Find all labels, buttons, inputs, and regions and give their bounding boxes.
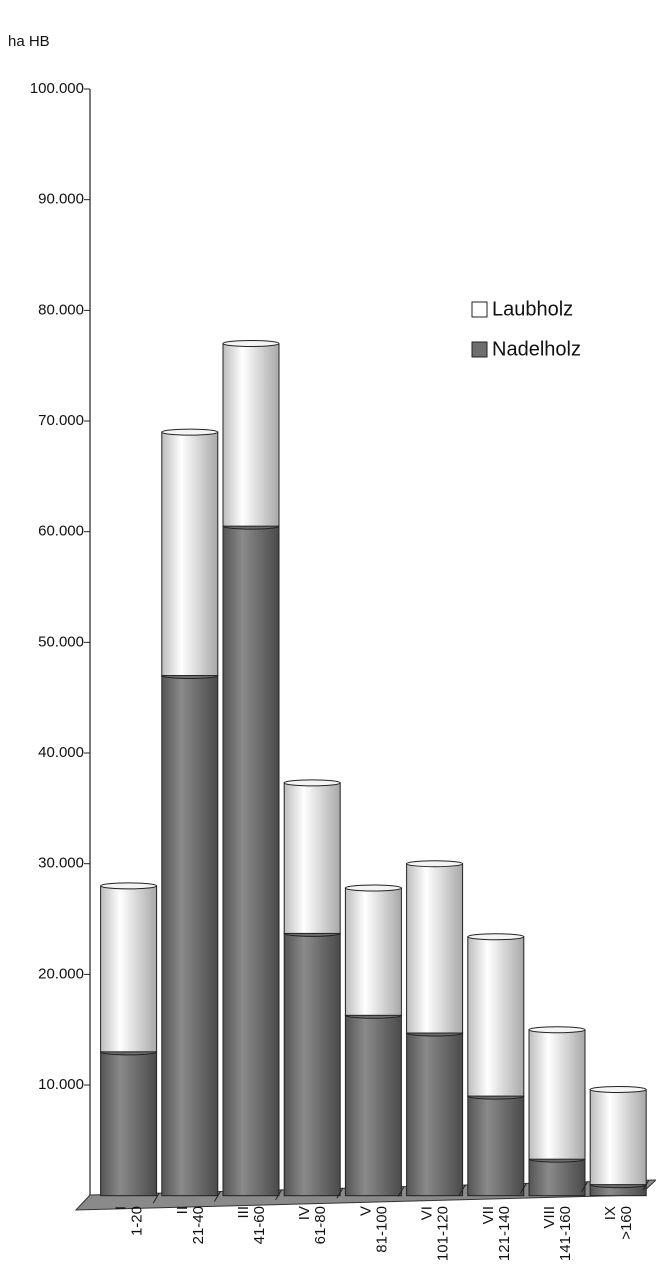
bar-segment [528,1029,586,1160]
bar-segment [100,885,158,1053]
y-tick-label: 10.000 [38,1076,84,1093]
x-tick-label: III [235,1206,252,1219]
x-tick-label: IV [296,1206,313,1220]
bar-segment [406,863,464,1034]
y-tick-label: 90.000 [38,191,84,208]
y-tick-label: 20.000 [38,965,84,982]
x-tick [152,1192,160,1204]
x-tick [275,1189,283,1201]
legend-label: Laubholz [492,298,573,320]
y-tick-label: 100.000 [30,80,84,97]
segment-edge [467,933,525,941]
bar-segment [161,431,219,677]
x-tick [336,1188,344,1199]
y-tick-label: 70.000 [38,412,84,429]
legend-swatch [471,341,488,358]
segment-edge [344,884,402,892]
bar-segment [283,932,341,1197]
x-tick-label: 101-120 [435,1206,452,1261]
bar-segment [467,936,525,1097]
x-tick-label: II [174,1206,191,1214]
y-tick-label: 30.000 [38,855,84,872]
legend-label: Nadelholz [492,338,581,360]
bar-segment [589,1088,647,1186]
y-axis-label: ha HB [8,33,50,50]
bar-segment [222,343,280,527]
x-tick-label: 41-60 [251,1206,268,1244]
x-tick-label: >160 [618,1206,635,1240]
y-tick-label: 80.000 [38,301,84,318]
x-tick [458,1184,466,1196]
x-tick [581,1181,589,1193]
x-tick [519,1183,527,1194]
bar-segment [222,525,280,1197]
segment-edge [589,1085,647,1093]
y-tick-label: 60.000 [38,523,84,540]
x-tick-label: VIII [541,1206,558,1229]
bar-segment [344,887,402,1016]
x-tick-label: VII [480,1206,497,1224]
segment-edge [406,860,464,868]
segment-edge [161,428,219,436]
bar-segment [283,782,341,934]
x-tick-label: IX [602,1206,619,1220]
legend-swatch [471,301,488,318]
x-tick-label: 21-40 [190,1206,207,1244]
bar-segment [100,1051,158,1197]
segment-edge [100,882,158,890]
x-tick-label: 1-20 [129,1206,146,1236]
x-tick [642,1179,650,1191]
bar-segment [406,1032,464,1197]
x-tick-label: 121-140 [496,1206,513,1261]
x-tick-label: V [357,1206,374,1216]
y-tick-label: 50.000 [38,633,84,650]
segment-edge [528,1026,586,1034]
segment-edge [283,779,341,787]
x-tick-label: I [113,1206,130,1210]
bar-segment [161,675,219,1197]
x-tick-label: 81-100 [373,1206,390,1253]
x-tick-label: 61-80 [312,1206,329,1244]
y-tick-label: 40.000 [38,744,84,761]
bar-segment [344,1014,402,1197]
x-tick-label: 141-160 [557,1206,574,1261]
x-tick [397,1186,405,1197]
bar-segment [528,1158,586,1197]
x-tick [213,1191,221,1202]
bar-segment [467,1095,525,1197]
x-tick-label: VI [419,1206,436,1220]
segment-edge [222,340,280,348]
